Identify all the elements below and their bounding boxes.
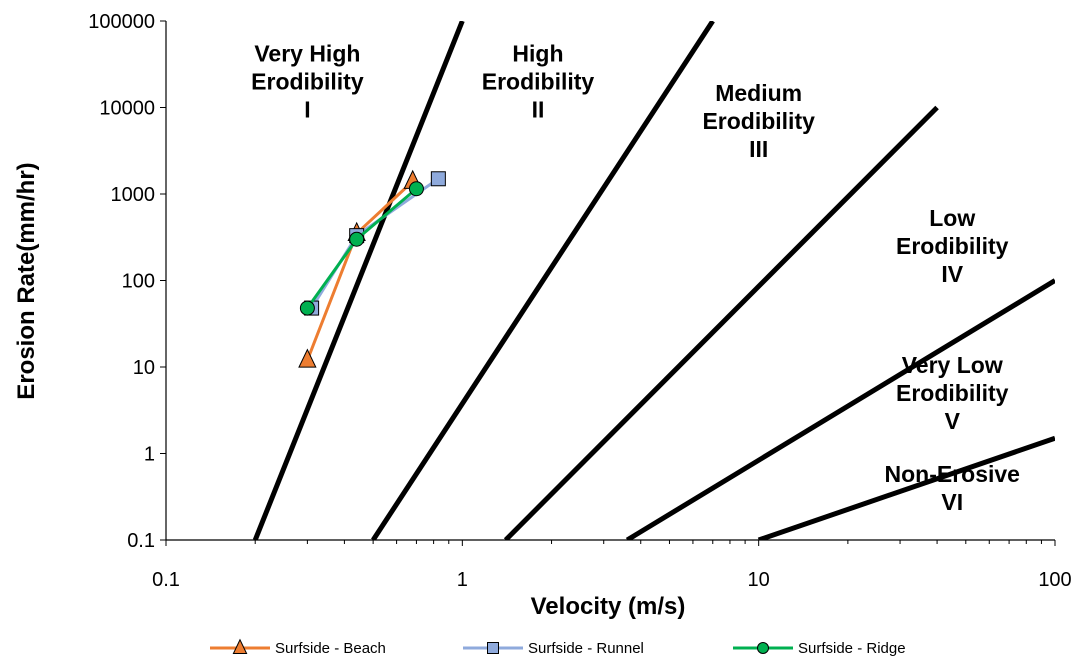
zone-label-line: II xyxy=(532,96,545,122)
data-series xyxy=(298,169,446,368)
legend-marker xyxy=(232,638,248,654)
zone-label-line: I xyxy=(304,96,310,122)
erodibility-boundaries xyxy=(252,21,1055,540)
zone-labels: Very HighErodibilityIHighErodibilityIIMe… xyxy=(251,40,1020,514)
legend: Surfside - Beach Surfside - Runnel Surfsid… xyxy=(210,638,906,657)
zone-label-line: Erodibility xyxy=(896,233,1009,259)
y-tick-label: 0.1 xyxy=(127,530,155,552)
x-tick-label: 1 xyxy=(457,569,468,591)
data-point xyxy=(349,231,365,247)
y-tick-label: 100 xyxy=(122,271,155,293)
zone-label-line: Erodibility xyxy=(482,68,595,94)
legend-label: Surfside - Runnel xyxy=(528,640,644,657)
data-point xyxy=(298,348,317,368)
zone-label-line: Very High xyxy=(254,40,360,66)
y-tick-label: 10000 xyxy=(99,98,155,120)
x-tick-label: 0.1 xyxy=(152,569,180,591)
x-tick-label: 10 xyxy=(748,569,770,591)
boundary-line-2 xyxy=(371,21,715,540)
data-point xyxy=(408,181,424,197)
x-axis-title: Velocity (m/s) xyxy=(531,593,686,620)
zone-label-line: Low xyxy=(929,205,975,231)
boundary-line-3 xyxy=(503,105,939,540)
y-tick-label: 1000 xyxy=(111,184,156,206)
legend-marker xyxy=(487,642,499,654)
zone-label-line: Erodibility xyxy=(251,68,364,94)
zone-label-line: Medium xyxy=(715,80,802,106)
zone-label-line: Very Low xyxy=(902,352,1003,378)
zone-label-line: IV xyxy=(941,261,963,287)
zone-label-line: Non-Erosive xyxy=(884,461,1019,487)
y-tick-label: 100000 xyxy=(88,11,155,33)
legend-marker xyxy=(757,642,769,654)
zone-label-line: VI xyxy=(941,489,963,515)
data-point xyxy=(430,171,446,187)
zone-label-line: III xyxy=(749,136,768,162)
boundary-line-5 xyxy=(757,435,1055,540)
zone-label-line: V xyxy=(945,408,961,434)
y-tick-label: 1 xyxy=(144,444,155,466)
boundary-line-1 xyxy=(252,21,465,540)
zone-label-line: High xyxy=(512,40,563,66)
legend-label: Surfside - Ridge xyxy=(798,640,906,657)
y-tick-label: 10 xyxy=(133,357,155,379)
zone-label-line: Erodibility xyxy=(896,380,1009,406)
y-axis-title: Erosion Rate(mm/hr) xyxy=(13,162,40,399)
legend-label: Surfside - Beach xyxy=(275,640,386,657)
axis-ticks: 0.1 1 10 100 0.1 1 10 100 1000 10000 100000 xyxy=(88,11,1071,591)
data-point xyxy=(299,300,315,316)
x-tick-label: 100 xyxy=(1038,569,1071,591)
boundary-line-4 xyxy=(625,278,1055,540)
zone-label-line: Erodibility xyxy=(702,108,815,134)
